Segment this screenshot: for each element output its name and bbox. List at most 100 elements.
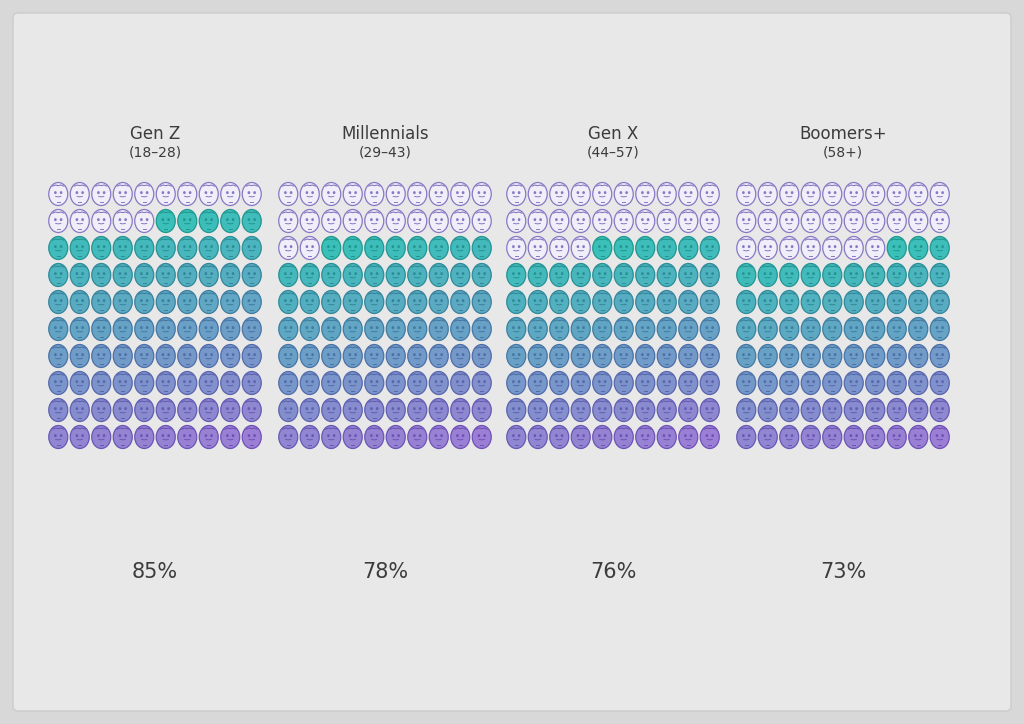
Ellipse shape bbox=[647, 353, 649, 356]
Ellipse shape bbox=[327, 326, 330, 329]
Ellipse shape bbox=[226, 434, 228, 437]
Ellipse shape bbox=[736, 398, 756, 421]
Ellipse shape bbox=[801, 237, 820, 259]
Ellipse shape bbox=[936, 299, 938, 302]
Ellipse shape bbox=[333, 245, 336, 248]
Ellipse shape bbox=[736, 209, 756, 232]
Ellipse shape bbox=[54, 191, 56, 194]
Ellipse shape bbox=[162, 191, 164, 194]
Ellipse shape bbox=[700, 209, 719, 232]
Ellipse shape bbox=[322, 264, 341, 287]
Ellipse shape bbox=[221, 209, 240, 232]
Ellipse shape bbox=[135, 264, 154, 287]
Ellipse shape bbox=[102, 245, 105, 248]
Ellipse shape bbox=[429, 345, 449, 368]
Ellipse shape bbox=[736, 426, 756, 448]
Ellipse shape bbox=[376, 407, 379, 410]
Ellipse shape bbox=[311, 353, 314, 356]
Ellipse shape bbox=[248, 380, 250, 383]
Ellipse shape bbox=[305, 191, 308, 194]
Ellipse shape bbox=[577, 191, 580, 194]
Ellipse shape bbox=[855, 218, 858, 221]
Ellipse shape bbox=[434, 380, 437, 383]
Ellipse shape bbox=[333, 326, 336, 329]
Ellipse shape bbox=[742, 218, 744, 221]
Ellipse shape bbox=[305, 272, 308, 275]
Ellipse shape bbox=[231, 353, 234, 356]
Ellipse shape bbox=[690, 407, 692, 410]
Ellipse shape bbox=[348, 272, 351, 275]
Ellipse shape bbox=[231, 434, 234, 437]
Ellipse shape bbox=[512, 299, 515, 302]
Ellipse shape bbox=[248, 326, 250, 329]
Ellipse shape bbox=[451, 237, 470, 259]
Ellipse shape bbox=[231, 218, 234, 221]
Ellipse shape bbox=[764, 434, 766, 437]
Ellipse shape bbox=[583, 299, 585, 302]
Ellipse shape bbox=[518, 191, 520, 194]
Ellipse shape bbox=[908, 345, 928, 368]
Ellipse shape bbox=[386, 209, 406, 232]
Ellipse shape bbox=[119, 434, 121, 437]
Ellipse shape bbox=[528, 237, 547, 259]
Ellipse shape bbox=[49, 371, 68, 395]
Ellipse shape bbox=[930, 345, 949, 368]
Ellipse shape bbox=[834, 218, 837, 221]
Ellipse shape bbox=[451, 398, 470, 421]
Ellipse shape bbox=[365, 290, 384, 313]
Ellipse shape bbox=[114, 209, 132, 232]
Ellipse shape bbox=[791, 380, 794, 383]
Ellipse shape bbox=[540, 326, 542, 329]
Ellipse shape bbox=[205, 245, 207, 248]
Ellipse shape bbox=[188, 272, 191, 275]
Ellipse shape bbox=[844, 237, 863, 259]
Ellipse shape bbox=[936, 326, 938, 329]
Ellipse shape bbox=[834, 380, 837, 383]
Ellipse shape bbox=[758, 318, 777, 340]
Ellipse shape bbox=[941, 245, 944, 248]
Ellipse shape bbox=[641, 353, 644, 356]
Ellipse shape bbox=[657, 426, 676, 448]
Ellipse shape bbox=[769, 299, 772, 302]
Ellipse shape bbox=[779, 182, 799, 206]
Ellipse shape bbox=[456, 326, 459, 329]
Ellipse shape bbox=[92, 345, 111, 368]
Ellipse shape bbox=[354, 245, 357, 248]
Ellipse shape bbox=[145, 245, 148, 248]
Ellipse shape bbox=[844, 398, 863, 421]
Ellipse shape bbox=[850, 191, 852, 194]
Ellipse shape bbox=[690, 380, 692, 383]
Ellipse shape bbox=[97, 191, 99, 194]
Ellipse shape bbox=[408, 318, 427, 340]
Ellipse shape bbox=[279, 398, 298, 421]
Ellipse shape bbox=[641, 434, 644, 437]
Ellipse shape bbox=[898, 353, 901, 356]
Ellipse shape bbox=[178, 290, 197, 313]
Ellipse shape bbox=[822, 318, 842, 340]
Ellipse shape bbox=[290, 218, 293, 221]
Ellipse shape bbox=[512, 407, 515, 410]
Ellipse shape bbox=[188, 380, 191, 383]
Ellipse shape bbox=[626, 218, 628, 221]
Ellipse shape bbox=[413, 272, 416, 275]
Text: (18–28): (18–28) bbox=[128, 145, 181, 159]
Ellipse shape bbox=[157, 237, 175, 259]
Ellipse shape bbox=[614, 426, 633, 448]
Ellipse shape bbox=[413, 434, 416, 437]
Ellipse shape bbox=[834, 245, 837, 248]
Ellipse shape bbox=[626, 272, 628, 275]
Ellipse shape bbox=[440, 272, 443, 275]
Ellipse shape bbox=[908, 318, 928, 340]
FancyBboxPatch shape bbox=[13, 13, 1011, 711]
Ellipse shape bbox=[145, 272, 148, 275]
Ellipse shape bbox=[114, 182, 132, 206]
Ellipse shape bbox=[941, 218, 944, 221]
Ellipse shape bbox=[178, 209, 197, 232]
Ellipse shape bbox=[145, 353, 148, 356]
Ellipse shape bbox=[812, 218, 815, 221]
Ellipse shape bbox=[555, 380, 558, 383]
Ellipse shape bbox=[97, 245, 99, 248]
Ellipse shape bbox=[391, 434, 394, 437]
Ellipse shape bbox=[834, 191, 837, 194]
Ellipse shape bbox=[290, 353, 293, 356]
